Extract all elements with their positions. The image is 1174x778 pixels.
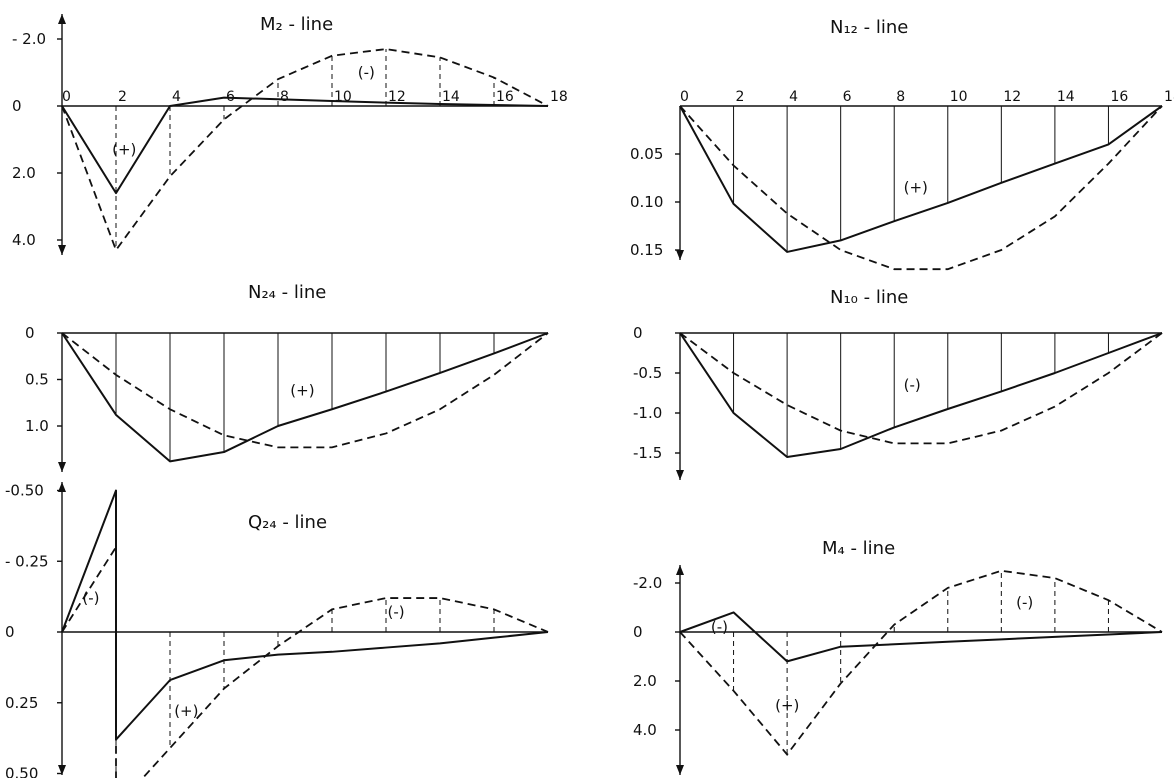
q24-sign-label: (+): [174, 702, 198, 720]
n10-sign-label: (-): [904, 376, 921, 394]
m2-x-tick-label: 14: [442, 89, 460, 105]
m2-y-tick-label: 2.0: [12, 164, 36, 182]
m4-y-tick-label: 0: [633, 623, 643, 641]
m2-y-tick-label: 0: [12, 97, 22, 115]
q24-y-tick-label: 0.50: [5, 765, 38, 778]
plots-layer: - 2.0 0 2.0 4.0 0 2 4 6 8 10 12 14 16 18 (+) (-) 0.05 0.1…: [5, 14, 1174, 778]
q24-y-tick-label: 0.25: [5, 694, 38, 712]
m4-sign-label: (+): [775, 697, 799, 715]
m2-x-tick-label: 16: [496, 89, 514, 105]
n24-y-tick-label: 0: [25, 324, 35, 342]
q24-plot: -0.50 - 0.25 0 0.25 0.50 (-) (+) (-): [5, 482, 549, 778]
m2-y-arrow-up-icon: [58, 14, 66, 24]
q24-title: Q₂₄ - line: [248, 512, 327, 533]
m2-x-tick-label: 2: [118, 89, 127, 105]
m4-y-tick-label: 4.0: [633, 721, 657, 739]
m4-sign-label: (-): [1016, 594, 1033, 612]
n12-title: N₁₂ - line: [830, 17, 908, 38]
m4-sign-label: (-): [711, 618, 728, 636]
n10-y-tick-label: -0.5: [633, 364, 662, 382]
n10-plot: 0 -0.5 -1.0 -1.5 (-): [633, 324, 1163, 480]
n24-y-arrow-down-icon: [58, 462, 66, 472]
m4-series-solid: [679, 611, 1163, 663]
m2-x-tick-label: 12: [388, 89, 406, 105]
q24-series-dashed: [61, 544, 549, 778]
m4-y-arrow-down-icon: [676, 765, 684, 775]
n12-x-tick-label: 10: [950, 89, 968, 105]
n10-y-tick-label: -1.0: [633, 404, 662, 422]
n12-x-tick-label: 18: [1164, 89, 1174, 105]
m2-x-tick-label: 8: [280, 89, 289, 105]
n24-y-tick-label: 0.5: [25, 371, 49, 389]
n12-y-tick-label: 0.15: [630, 241, 663, 259]
n12-series-dashed: [679, 105, 1163, 271]
n24-series-dashed: [61, 332, 549, 449]
q24-y-tick-label: - 0.25: [5, 552, 49, 570]
n24-y-tick-label: 1.0: [25, 417, 49, 435]
n12-x-tick-label: 14: [1057, 89, 1075, 105]
n10-y-tick-label: 0: [633, 324, 643, 342]
n10-y-tick-label: -1.5: [633, 444, 662, 462]
m4-plot: -2.0 0 2.0 4.0 (-) (+) (-): [633, 565, 1163, 775]
n12-x-tick-label: 2: [736, 89, 745, 105]
m2-y-tick-label: - 2.0: [12, 30, 46, 48]
n12-series-solid: [679, 105, 1163, 253]
n12-x-tick-label: 0: [680, 89, 689, 105]
m4-y-arrow-up-icon: [676, 565, 684, 575]
q24-y-tick-label: 0: [5, 623, 15, 641]
n12-x-tick-label: 8: [896, 89, 905, 105]
m4-title: M₄ - line: [822, 538, 895, 559]
n12-x-tick-label: 12: [1003, 89, 1021, 105]
n24-plot: 0 0.5 1.0 (+): [25, 324, 549, 472]
n12-x-tick-label: 6: [843, 89, 852, 105]
m2-sign-label: (-): [358, 64, 375, 82]
m2-y-arrow-down-icon: [58, 245, 66, 255]
m2-plot: - 2.002.04.00 2 4 6 8 10 12 14 16 18(+)(-): [12, 14, 568, 255]
m2-x-tick-label: 18: [550, 89, 568, 105]
q24-sign-label: (-): [388, 603, 405, 621]
m2-sign-label: (+): [112, 141, 136, 159]
m2-x-tick-label: 0: [62, 89, 71, 105]
n24-title: N₂₄ - line: [248, 282, 326, 303]
m2-x-tick-label: 10: [334, 89, 352, 105]
q24-y-arrow-down-icon: [58, 765, 66, 775]
q24-sign-label: (-): [82, 589, 99, 607]
n12-y-tick-label: 0.05: [630, 145, 663, 163]
n24-sign-label: (+): [290, 382, 314, 400]
m4-series-dashed: [679, 569, 1163, 756]
n12-sign-label: (+): [904, 179, 928, 197]
m2-title: M₂ - line: [260, 14, 333, 35]
n10-series-solid: [679, 332, 1163, 458]
n12-y-arrow-down-icon: [676, 250, 684, 260]
q24-y-arrow-up-icon: [58, 482, 66, 492]
n12-plot: 0.05 0.10 0.15 0 2 4 6 8 10 12 14 16 18 (+): [630, 89, 1174, 271]
m2-series-solid: [61, 96, 549, 195]
n12-y-tick-label: 0.10: [630, 193, 663, 211]
m4-y-tick-label: 2.0: [633, 672, 657, 690]
n24-series-solid: [61, 332, 549, 463]
m2-y-tick-label: 4.0: [12, 231, 36, 249]
n12-x-tick-label: 4: [789, 89, 798, 105]
n12-x-tick-label: 16: [1110, 89, 1128, 105]
m2-x-tick-label: 4: [172, 89, 181, 105]
n10-y-arrow-down-icon: [676, 470, 684, 480]
m2-series-dashed: [61, 48, 549, 252]
m4-y-tick-label: -2.0: [633, 574, 662, 592]
n10-series-dashed: [679, 332, 1163, 445]
q24-y-tick-label: -0.50: [5, 482, 44, 500]
n10-title: N₁₀ - line: [830, 287, 908, 308]
